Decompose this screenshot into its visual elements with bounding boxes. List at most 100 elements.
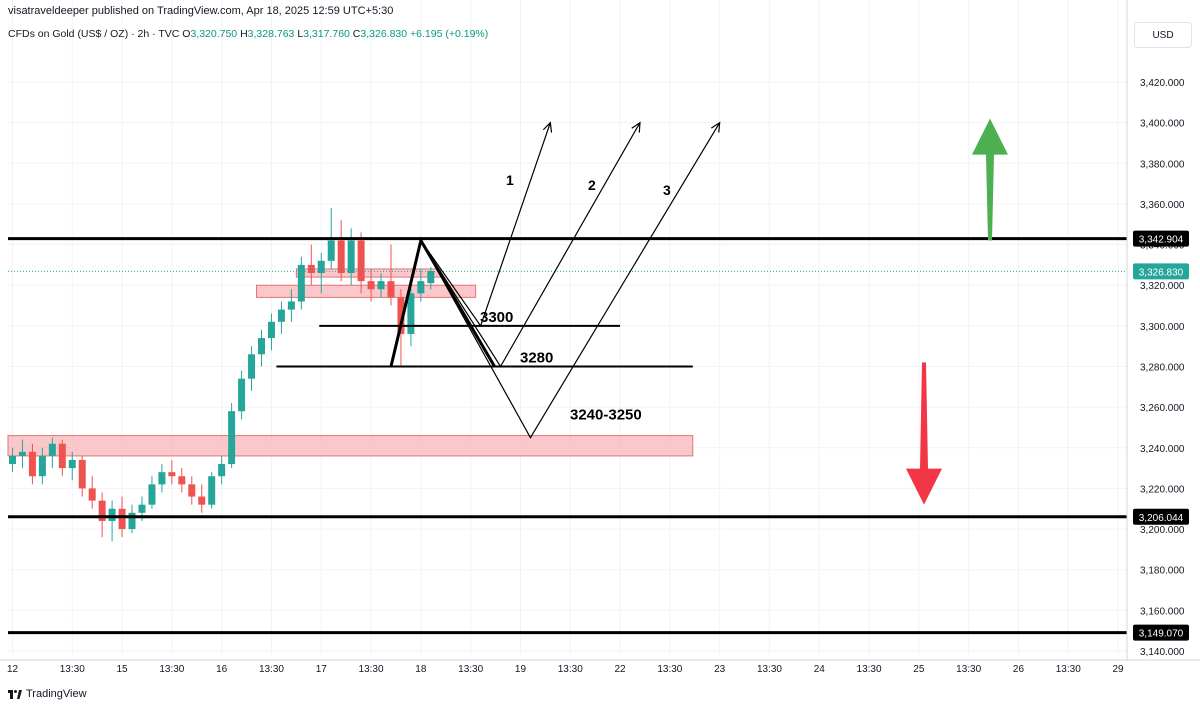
candle-body [287,301,295,310]
currency-button[interactable]: USD [1134,22,1192,48]
x-tick-label: 15 [116,664,128,675]
low-label: L [297,28,304,40]
x-tick-label: 25 [913,664,925,675]
candle-body [238,378,246,412]
footer-brand-label: TradingView [26,688,87,700]
x-tick-label: 23 [714,664,726,675]
x-tick-label: 22 [614,664,626,675]
x-tick-label: 17 [316,664,328,675]
projection-drop-leg [389,236,496,368]
last-price-label: 3,326.830 [1139,267,1184,278]
candle-body [317,260,325,274]
candle-body [48,443,56,456]
candle-body [327,240,335,261]
candle-body [397,297,405,334]
candle-body [307,264,315,274]
y-tick-label: 3,260.000 [1140,403,1185,414]
y-tick-label: 3,220.000 [1140,484,1185,495]
scenario-drawings: 3300 3280 3240-3250 1 2 3 [276,118,1008,505]
candle-body [168,472,176,477]
x-tick-label: 29 [1112,664,1124,675]
candle-body [78,459,86,489]
x-tick-label: 13:30 [657,664,682,675]
y-tick-label: 3,360.000 [1140,200,1185,211]
x-tick-label: 24 [814,664,826,675]
y-tick-label: 3,300.000 [1140,322,1185,333]
supply-demand-zone [256,284,477,298]
x-tick-label: 12 [7,664,19,675]
symbol-name[interactable]: CFDs on Gold (US$ / OZ) · 2h · TVC [8,28,180,40]
candle-body [427,270,435,284]
price-badge-label: 3,149.070 [1139,629,1184,640]
x-tick-label: 13:30 [757,664,782,675]
publisher-line: visatraveldeeper published on TradingVie… [8,5,393,17]
x-tick-label: 26 [1013,664,1025,675]
open-label: O [182,28,191,40]
close-value: 3,326.830 [360,28,408,40]
scenario-path [420,122,641,368]
y-tick-label: 3,380.000 [1140,159,1185,170]
y-tick-label: 3,200.000 [1140,525,1185,536]
scenario-path [420,122,721,439]
price-badge [1133,624,1189,641]
y-tick-label: 3,160.000 [1140,606,1185,617]
low-value: 3,317.760 [303,28,350,40]
high-label: H [240,28,248,40]
x-tick-label: 13:30 [857,664,882,675]
candle-body [218,464,226,477]
candle-body [297,264,305,302]
last-price-badge [1133,263,1189,280]
x-tick-label: 13:30 [458,664,483,675]
scenario-arrowhead [542,121,553,133]
bearish-arrow-icon [906,362,942,505]
candle-body [38,455,46,477]
scenario-arrowhead [631,121,641,133]
candles [9,207,435,542]
y-tick-label: 3,280.000 [1140,363,1185,374]
close-label: C [352,28,361,40]
y-tick-label: 3,180.000 [1140,566,1185,577]
price-level-label: 3300 [480,309,513,326]
price-level-label: 3280 [520,350,553,367]
candle-body [208,476,216,505]
demand-zones [7,268,694,457]
candle-body [9,455,16,465]
price-badge [1133,230,1189,247]
x-tick-label: 13:30 [60,664,85,675]
candle-body [118,508,126,530]
candle-body [367,281,375,290]
candle-body [228,411,236,465]
candle-body [18,451,26,456]
candle-body [68,459,76,469]
change-value: +6.195 (+0.19%) [410,28,489,40]
x-tick-label: 16 [216,664,228,675]
candle-body [128,512,136,530]
candle-body [158,472,166,485]
candle-body [178,476,186,485]
horizontal-levels [8,237,1127,635]
candle-body [198,496,206,505]
scenario-arrowhead [710,121,721,133]
y-tick-label: 3,140.000 [1140,647,1185,658]
symbol-legend[interactable]: CFDs on Gold (US$ / OZ) · 2h · TVC O 3,32… [8,28,488,40]
price-badge-label: 3,206.044 [1139,513,1184,524]
candle-body [417,281,425,294]
footer-brand[interactable]: TradingView [8,688,87,700]
y-tick-label: 3,420.000 [1140,78,1185,89]
candle-body [88,488,96,501]
y-tick-label: 3,400.000 [1140,119,1185,130]
currency-label: USD [1152,29,1174,41]
x-tick-label: 18 [415,664,427,675]
candle-body [377,281,385,290]
supply-demand-zone [7,435,694,457]
grid [8,0,1127,655]
x-tick-label: 13:30 [259,664,284,675]
candle-body [108,508,116,521]
price-badge [1133,508,1189,525]
candle-body [28,451,36,477]
scenario-path [420,122,551,328]
axes: 3,140.000 3,160.000 3,180.000 3,200.000 3,22… [0,0,1200,675]
publisher-text: visatraveldeeper published on TradingVie… [8,5,394,17]
candle-body [337,240,345,274]
